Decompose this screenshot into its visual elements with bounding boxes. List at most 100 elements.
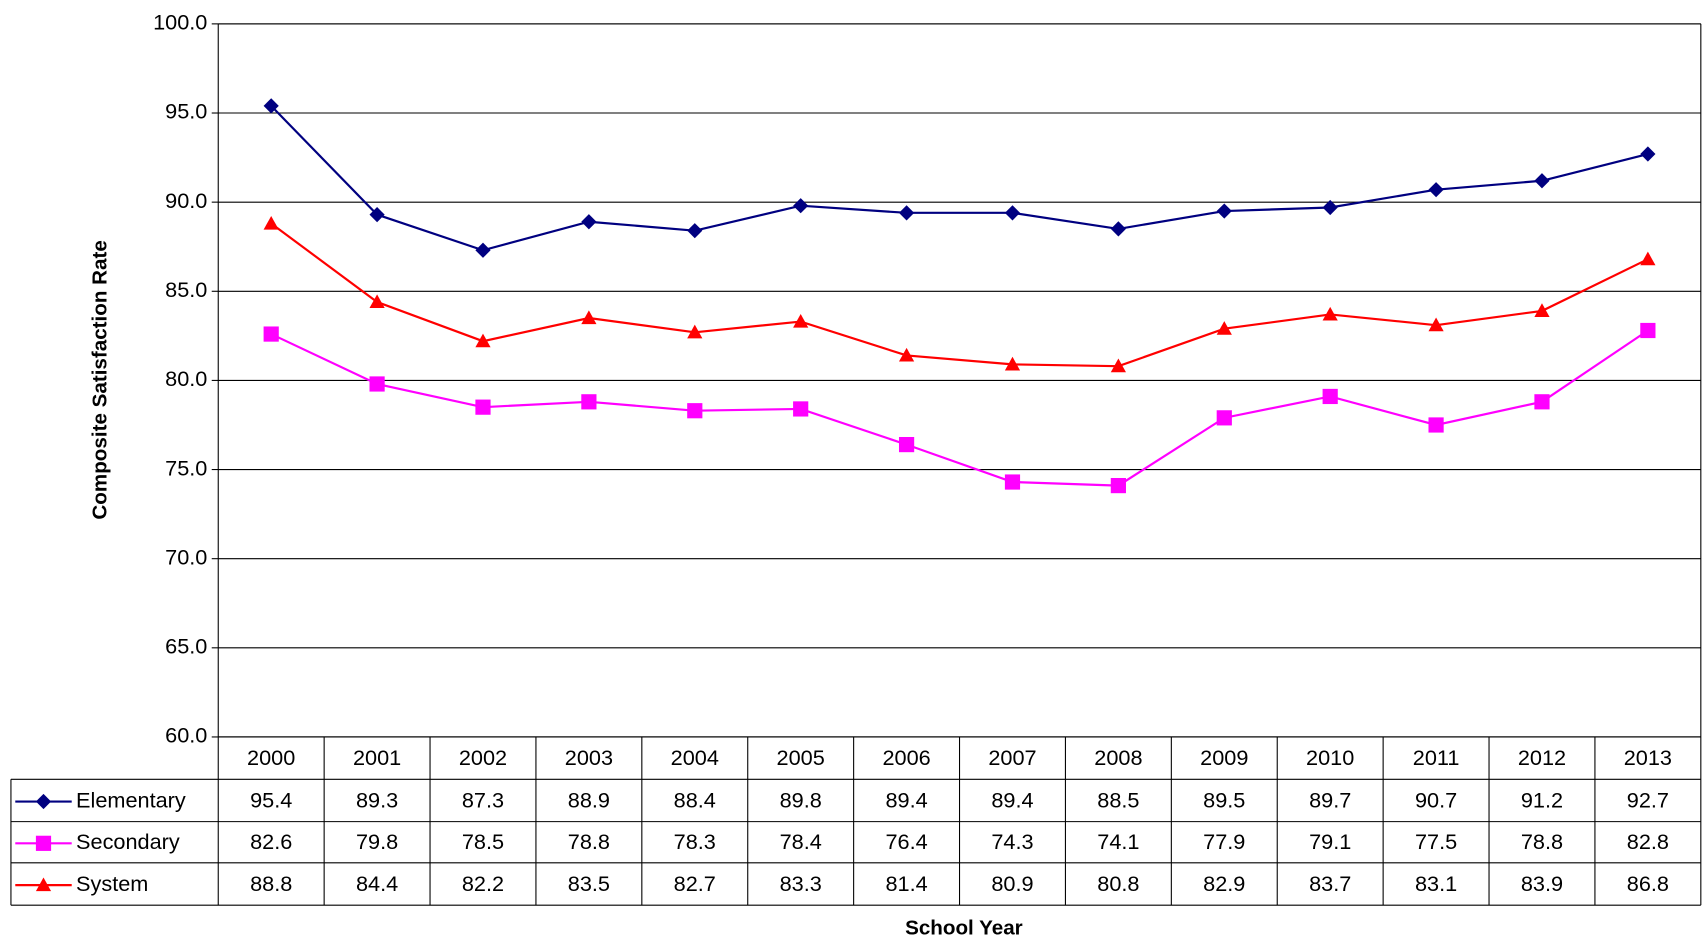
x-tick-label: 2006 bbox=[882, 745, 930, 770]
y-tick-label: 75.0 bbox=[165, 455, 207, 480]
marker bbox=[1110, 477, 1126, 494]
table-value: 88.9 bbox=[568, 787, 610, 812]
marker bbox=[263, 215, 279, 230]
marker bbox=[475, 399, 491, 415]
marker bbox=[1004, 205, 1021, 221]
table-value: 87.3 bbox=[462, 787, 504, 812]
marker bbox=[1640, 251, 1656, 266]
marker bbox=[793, 313, 809, 328]
marker bbox=[1322, 388, 1338, 405]
table-value: 83.7 bbox=[1309, 871, 1351, 896]
table-value: 78.8 bbox=[1521, 829, 1563, 854]
x-tick-label: 2003 bbox=[565, 745, 613, 770]
x-tick-label: 2011 bbox=[1413, 745, 1460, 770]
table-value: 90.7 bbox=[1415, 787, 1457, 812]
table-value: 79.1 bbox=[1309, 829, 1351, 854]
marker bbox=[1428, 182, 1444, 198]
legend-label: Elementary bbox=[76, 787, 186, 812]
x-tick-label: 2002 bbox=[459, 745, 507, 770]
table-value: 74.1 bbox=[1097, 829, 1139, 854]
table-value: 92.7 bbox=[1627, 787, 1669, 812]
table-value: 83.3 bbox=[780, 871, 822, 896]
y-axis-title: Composite Satisfaction Rate bbox=[88, 240, 111, 519]
marker bbox=[687, 324, 703, 339]
marker bbox=[687, 403, 703, 419]
marker bbox=[1640, 146, 1656, 162]
marker bbox=[687, 223, 703, 239]
legend-label: System bbox=[76, 871, 148, 896]
table-value: 83.9 bbox=[1521, 871, 1563, 896]
table-value: 88.8 bbox=[250, 871, 292, 896]
x-tick-label: 2012 bbox=[1518, 745, 1566, 770]
table-value: 77.9 bbox=[1203, 829, 1245, 854]
y-tick-label: 65.0 bbox=[165, 634, 207, 659]
marker bbox=[898, 347, 915, 362]
table-value: 89.7 bbox=[1309, 787, 1351, 812]
table-value: 80.8 bbox=[1097, 871, 1139, 896]
marker bbox=[475, 333, 491, 348]
marker bbox=[369, 294, 385, 309]
marker bbox=[369, 376, 385, 392]
marker bbox=[1640, 322, 1656, 339]
x-tick-label: 2010 bbox=[1306, 745, 1354, 770]
y-tick-label: 90.0 bbox=[165, 188, 207, 213]
marker bbox=[475, 242, 491, 258]
table-value: 76.4 bbox=[885, 829, 927, 854]
x-tick-label: 2007 bbox=[988, 745, 1036, 770]
x-tick-label: 2004 bbox=[671, 745, 719, 770]
table-value: 82.6 bbox=[250, 829, 292, 854]
x-tick-label: 2013 bbox=[1624, 745, 1672, 770]
marker bbox=[1322, 306, 1338, 321]
table-value: 81.4 bbox=[885, 871, 927, 896]
table-value: 80.9 bbox=[991, 871, 1033, 896]
y-tick-label: 85.0 bbox=[165, 277, 207, 302]
marker bbox=[581, 394, 597, 410]
series-line bbox=[270, 222, 1649, 368]
table-value: 86.8 bbox=[1627, 871, 1669, 896]
marker bbox=[793, 198, 809, 214]
marker bbox=[1534, 303, 1550, 317]
table-value: 78.4 bbox=[780, 829, 822, 854]
marker bbox=[35, 877, 52, 892]
y-tick-label: 70.0 bbox=[165, 544, 207, 569]
table-value: 78.3 bbox=[674, 829, 716, 854]
y-tick-label: 100.0 bbox=[153, 10, 207, 35]
y-tick-label: 80.0 bbox=[165, 366, 207, 391]
y-tick-label: 60.0 bbox=[165, 723, 207, 748]
marker bbox=[1428, 417, 1444, 433]
table-value: 82.9 bbox=[1203, 871, 1245, 896]
marker bbox=[1322, 199, 1338, 216]
table-value: 95.4 bbox=[250, 787, 292, 812]
marker bbox=[1004, 356, 1021, 371]
table-value: 83.1 bbox=[1415, 871, 1457, 896]
table-value: 89.3 bbox=[356, 787, 398, 812]
table-value: 78.8 bbox=[568, 829, 610, 854]
table-value: 89.8 bbox=[780, 787, 822, 812]
table-value: 88.4 bbox=[674, 787, 716, 812]
marker bbox=[1216, 410, 1232, 426]
table-value: 82.2 bbox=[462, 871, 504, 896]
table-value: 74.3 bbox=[991, 829, 1033, 854]
series-line bbox=[270, 329, 1649, 487]
table-value: 78.5 bbox=[462, 829, 504, 854]
table-value: 79.8 bbox=[356, 829, 398, 854]
marker bbox=[581, 214, 597, 230]
marker bbox=[1534, 173, 1550, 189]
marker bbox=[1110, 358, 1126, 373]
table-value: 89.5 bbox=[1203, 787, 1245, 812]
x-tick-label: 2001 bbox=[353, 745, 401, 770]
table-value: 84.4 bbox=[356, 871, 398, 896]
marker bbox=[793, 401, 809, 417]
x-tick-label: 2005 bbox=[777, 745, 825, 770]
table-value: 88.5 bbox=[1097, 787, 1139, 812]
marker bbox=[263, 326, 279, 342]
table-value: 77.5 bbox=[1415, 829, 1457, 854]
table-value: 89.4 bbox=[991, 787, 1033, 812]
marker bbox=[1004, 474, 1021, 490]
marker bbox=[1216, 321, 1232, 335]
marker bbox=[369, 207, 385, 223]
marker bbox=[35, 835, 52, 851]
marker bbox=[35, 793, 52, 810]
